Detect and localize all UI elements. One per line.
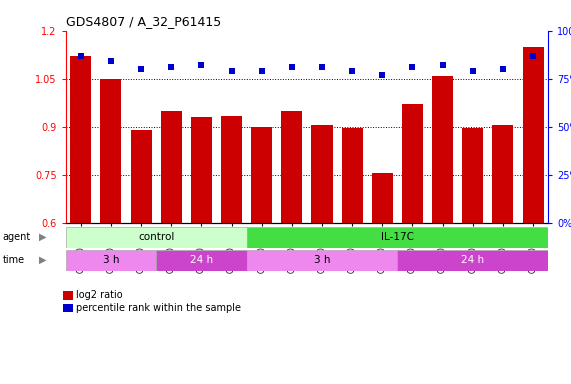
Point bbox=[408, 64, 417, 70]
Bar bbox=[372, 173, 393, 384]
Point bbox=[529, 53, 538, 59]
Bar bbox=[247, 250, 397, 271]
Point bbox=[197, 62, 206, 68]
Text: GDS4807 / A_32_P61415: GDS4807 / A_32_P61415 bbox=[66, 15, 221, 28]
Point bbox=[227, 68, 236, 74]
Bar bbox=[522, 47, 544, 384]
Point bbox=[167, 64, 176, 70]
Bar bbox=[492, 125, 513, 384]
Point bbox=[378, 72, 387, 78]
Bar bbox=[191, 117, 212, 384]
Bar bbox=[160, 111, 182, 384]
Point bbox=[76, 53, 85, 59]
Bar bbox=[70, 56, 91, 384]
Bar bbox=[100, 79, 122, 384]
Text: agent: agent bbox=[3, 232, 31, 242]
Bar bbox=[66, 227, 247, 248]
Point bbox=[287, 64, 296, 70]
Bar bbox=[66, 250, 156, 271]
Text: percentile rank within the sample: percentile rank within the sample bbox=[76, 303, 241, 313]
Bar bbox=[282, 111, 303, 384]
Text: time: time bbox=[3, 255, 25, 265]
Bar bbox=[131, 130, 152, 384]
Bar bbox=[247, 227, 548, 248]
Text: IL-17C: IL-17C bbox=[381, 232, 414, 242]
Bar bbox=[397, 250, 548, 271]
Point bbox=[438, 62, 447, 68]
Bar bbox=[311, 125, 332, 384]
Bar bbox=[341, 128, 363, 384]
Point bbox=[136, 66, 146, 72]
Text: 24 h: 24 h bbox=[461, 255, 484, 265]
Point bbox=[257, 68, 266, 74]
Point bbox=[498, 66, 508, 72]
Bar bbox=[221, 116, 242, 384]
Text: ▶: ▶ bbox=[39, 255, 46, 265]
Text: 24 h: 24 h bbox=[190, 255, 213, 265]
Point bbox=[317, 64, 327, 70]
Text: log2 ratio: log2 ratio bbox=[76, 290, 123, 300]
Bar bbox=[402, 104, 423, 384]
Point bbox=[106, 58, 115, 65]
Point bbox=[468, 68, 477, 74]
Text: 3 h: 3 h bbox=[103, 255, 119, 265]
Text: ▶: ▶ bbox=[39, 232, 46, 242]
Bar bbox=[156, 250, 247, 271]
Point bbox=[348, 68, 357, 74]
Text: control: control bbox=[138, 232, 174, 242]
Bar bbox=[251, 127, 272, 384]
Bar bbox=[462, 128, 483, 384]
Text: 3 h: 3 h bbox=[313, 255, 330, 265]
Bar bbox=[432, 76, 453, 384]
